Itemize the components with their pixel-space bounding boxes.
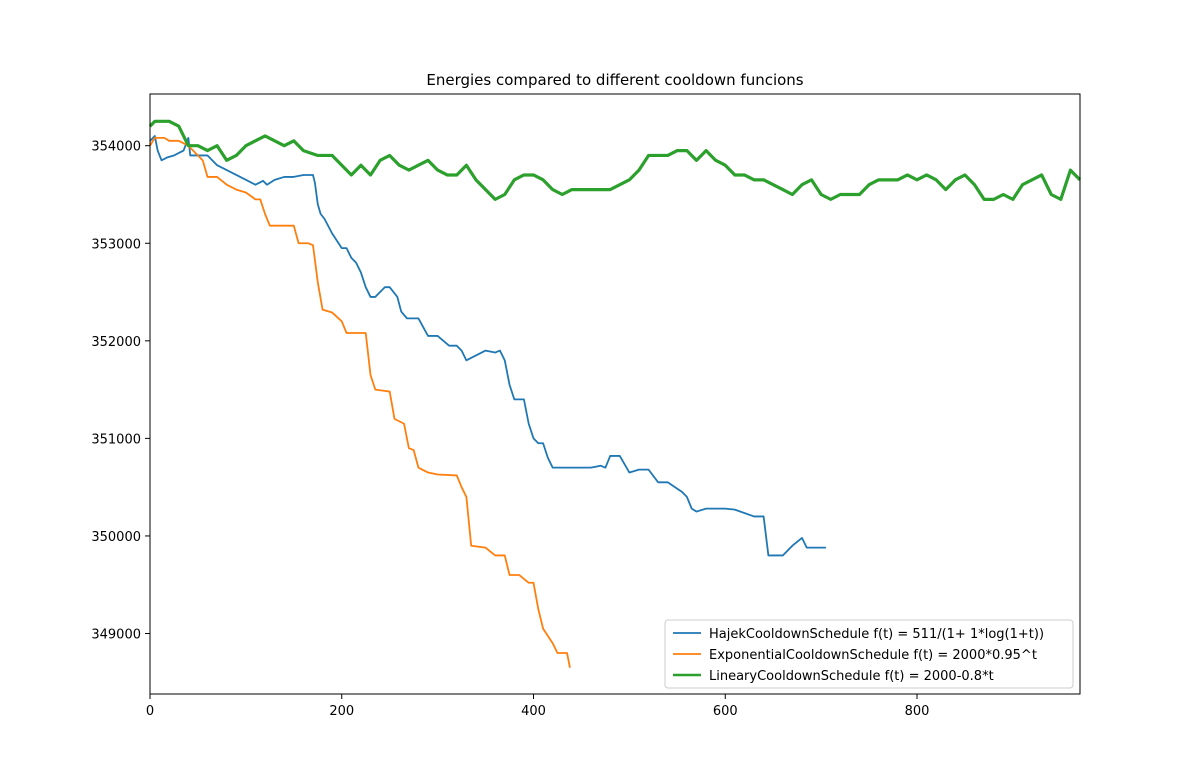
y-tick-label: 352000 (91, 335, 141, 350)
x-tick-label: 600 (713, 704, 738, 719)
legend-label-1: ExponentialCooldownSchedule f(t) = 2000*… (709, 648, 1037, 663)
y-tick-label: 351000 (91, 432, 141, 447)
y-tick-label: 350000 (91, 530, 141, 545)
x-tick-label: 200 (329, 704, 354, 719)
legend-label-2: LinearyCooldownSchedule f(t) = 2000-0.8*… (709, 669, 994, 684)
y-tick-label: 349000 (91, 628, 141, 643)
y-tick-label: 354000 (91, 140, 141, 155)
x-tick-label: 400 (521, 704, 546, 719)
legend: HajekCooldownSchedule f(t) = 511/(1+ 1*l… (665, 620, 1073, 688)
chart-title: Energies compared to different cooldown … (426, 71, 803, 89)
x-tick-label: 0 (146, 704, 154, 719)
legend-label-0: HajekCooldownSchedule f(t) = 511/(1+ 1*l… (709, 627, 1044, 642)
x-tick-label: 800 (905, 704, 930, 719)
y-tick-label: 353000 (91, 237, 141, 252)
